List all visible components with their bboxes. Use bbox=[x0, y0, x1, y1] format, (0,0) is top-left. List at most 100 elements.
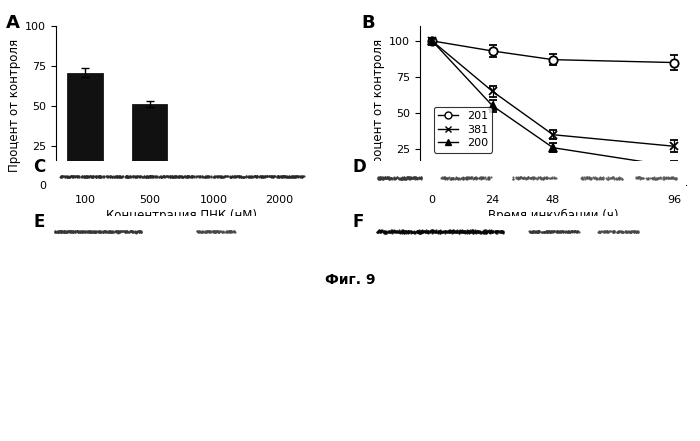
Point bbox=[379, 228, 390, 235]
Point bbox=[167, 172, 178, 179]
Point bbox=[374, 174, 385, 181]
Point bbox=[76, 229, 88, 236]
Point bbox=[212, 172, 223, 179]
Point bbox=[131, 229, 142, 236]
Point bbox=[265, 173, 276, 180]
Point bbox=[557, 228, 568, 235]
Point bbox=[235, 173, 246, 180]
Point bbox=[443, 228, 454, 235]
Point bbox=[207, 173, 218, 180]
Point bbox=[398, 175, 409, 182]
Point bbox=[130, 173, 141, 180]
Point bbox=[413, 228, 424, 235]
Point bbox=[494, 227, 505, 234]
Point bbox=[295, 172, 307, 179]
Point bbox=[59, 228, 70, 235]
Point bbox=[93, 173, 104, 180]
Point bbox=[472, 175, 483, 182]
Point bbox=[169, 172, 181, 179]
Point bbox=[593, 228, 604, 235]
Point bbox=[410, 175, 421, 182]
Point bbox=[405, 175, 416, 182]
Point bbox=[661, 175, 672, 182]
Point bbox=[544, 228, 555, 235]
Point bbox=[375, 228, 386, 235]
Point bbox=[118, 172, 129, 179]
Point bbox=[615, 228, 626, 235]
Point bbox=[211, 228, 223, 235]
Point bbox=[439, 227, 450, 234]
Point bbox=[547, 228, 559, 235]
Point bbox=[277, 173, 288, 180]
Point bbox=[69, 228, 80, 235]
Point bbox=[60, 174, 71, 181]
Point bbox=[487, 227, 498, 234]
Point bbox=[385, 228, 396, 235]
Point bbox=[438, 175, 449, 182]
Point bbox=[407, 175, 419, 182]
Point bbox=[379, 174, 390, 181]
Point bbox=[386, 227, 398, 234]
Point bbox=[617, 227, 628, 234]
Point bbox=[112, 228, 123, 235]
Point bbox=[663, 175, 674, 182]
Point bbox=[461, 175, 472, 182]
Point bbox=[481, 228, 492, 235]
Point bbox=[491, 228, 502, 235]
Point bbox=[428, 228, 439, 235]
Point bbox=[395, 175, 406, 182]
Point bbox=[69, 227, 80, 234]
Point bbox=[299, 172, 310, 179]
Point bbox=[564, 228, 575, 235]
Point bbox=[562, 228, 573, 235]
Point bbox=[230, 173, 241, 180]
Point bbox=[267, 174, 278, 181]
Point bbox=[456, 175, 467, 182]
Point bbox=[94, 228, 106, 235]
Point bbox=[447, 175, 458, 182]
Point bbox=[623, 228, 634, 235]
Point bbox=[279, 172, 290, 179]
Point bbox=[217, 172, 228, 179]
Point bbox=[391, 228, 402, 235]
Point bbox=[457, 229, 468, 236]
Point bbox=[459, 229, 470, 236]
Point bbox=[584, 174, 595, 181]
Point bbox=[414, 229, 425, 236]
Point bbox=[466, 174, 477, 181]
Point bbox=[372, 174, 383, 181]
Point bbox=[414, 174, 425, 181]
Point bbox=[433, 227, 444, 234]
Point bbox=[125, 172, 136, 179]
Point bbox=[111, 227, 122, 234]
Point bbox=[59, 228, 70, 235]
Point bbox=[78, 173, 89, 180]
Point bbox=[108, 228, 120, 235]
Point bbox=[222, 228, 233, 235]
Point bbox=[218, 172, 230, 179]
Text: Фиг. 9: Фиг. 9 bbox=[325, 273, 375, 288]
Point bbox=[197, 173, 208, 180]
Point bbox=[377, 227, 388, 234]
Point bbox=[410, 174, 421, 181]
Point bbox=[601, 175, 612, 182]
Point bbox=[552, 227, 563, 234]
Point bbox=[55, 228, 66, 235]
Point bbox=[646, 175, 657, 182]
Point bbox=[527, 227, 538, 234]
Point bbox=[518, 174, 529, 181]
Point bbox=[225, 173, 236, 180]
Point bbox=[453, 175, 464, 182]
Point bbox=[157, 174, 168, 181]
Point bbox=[214, 228, 225, 235]
Point bbox=[462, 227, 473, 234]
Point bbox=[551, 228, 562, 235]
Point bbox=[670, 175, 681, 182]
Point bbox=[426, 228, 437, 235]
Point bbox=[113, 228, 124, 235]
Point bbox=[395, 228, 407, 235]
Point bbox=[95, 228, 106, 235]
Point bbox=[230, 228, 241, 235]
Point bbox=[528, 175, 540, 182]
Point bbox=[281, 172, 293, 179]
